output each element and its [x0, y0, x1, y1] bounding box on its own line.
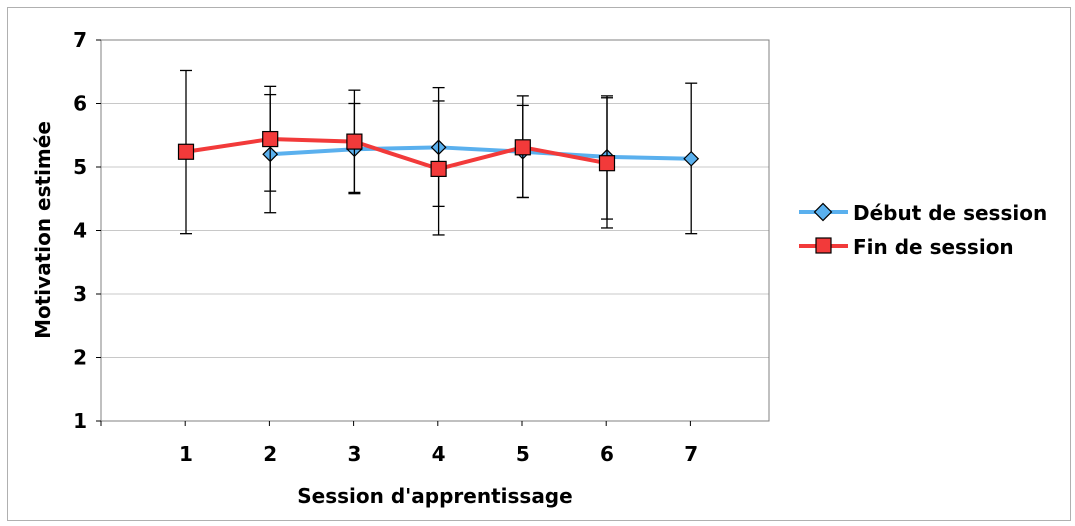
- series-line: [185, 137, 608, 171]
- data-point-square: [430, 160, 447, 178]
- data-point-diamond: [683, 150, 700, 167]
- x-tick-label: 6: [600, 442, 614, 466]
- x-tick-label: 4: [432, 442, 446, 466]
- y-tick-label: 7: [73, 28, 87, 52]
- legend-item-fin: Fin de session: [799, 235, 1014, 259]
- data-point-square: [346, 133, 363, 150]
- y-tick-label: 5: [73, 155, 87, 179]
- x-tick-label: 7: [684, 442, 698, 466]
- legend: Début de session Fin de session: [799, 201, 1047, 259]
- legend-item-debut: Début de session: [799, 201, 1047, 225]
- x-axis: 1 2 3 4 5 6 7: [100, 421, 698, 466]
- grid-lines: [101, 103, 769, 358]
- series-line: [270, 145, 692, 161]
- y-tick-label: 2: [73, 346, 87, 370]
- series-layer: [177, 69, 700, 236]
- y-tick-label: 3: [73, 282, 87, 306]
- y-tick-label: 4: [73, 219, 87, 243]
- data-point-square: [598, 155, 616, 172]
- legend-diamond-marker: [813, 202, 833, 222]
- x-tick-label: 3: [347, 442, 361, 466]
- data-point-square: [262, 130, 279, 148]
- y-axis: 1 2 3 4 5 6 7: [73, 28, 101, 433]
- legend-label-debut: Début de session: [853, 201, 1047, 225]
- chart-frame: [7, 7, 1071, 521]
- y-tick-label: 1: [73, 409, 87, 433]
- y-tick-label: 6: [73, 92, 87, 116]
- data-point-square: [514, 139, 531, 156]
- x-tick-label: 5: [516, 442, 530, 466]
- data-point-square: [177, 143, 195, 160]
- x-tick-label: 1: [179, 442, 193, 466]
- legend-square-marker: [815, 237, 832, 254]
- series-fin: [177, 69, 616, 236]
- x-axis-title: Session d'apprentissage: [297, 484, 572, 508]
- legend-label-fin: Fin de session: [853, 235, 1014, 259]
- y-axis-title: Motivation estimée: [31, 121, 55, 339]
- x-tick-label: 2: [263, 442, 277, 466]
